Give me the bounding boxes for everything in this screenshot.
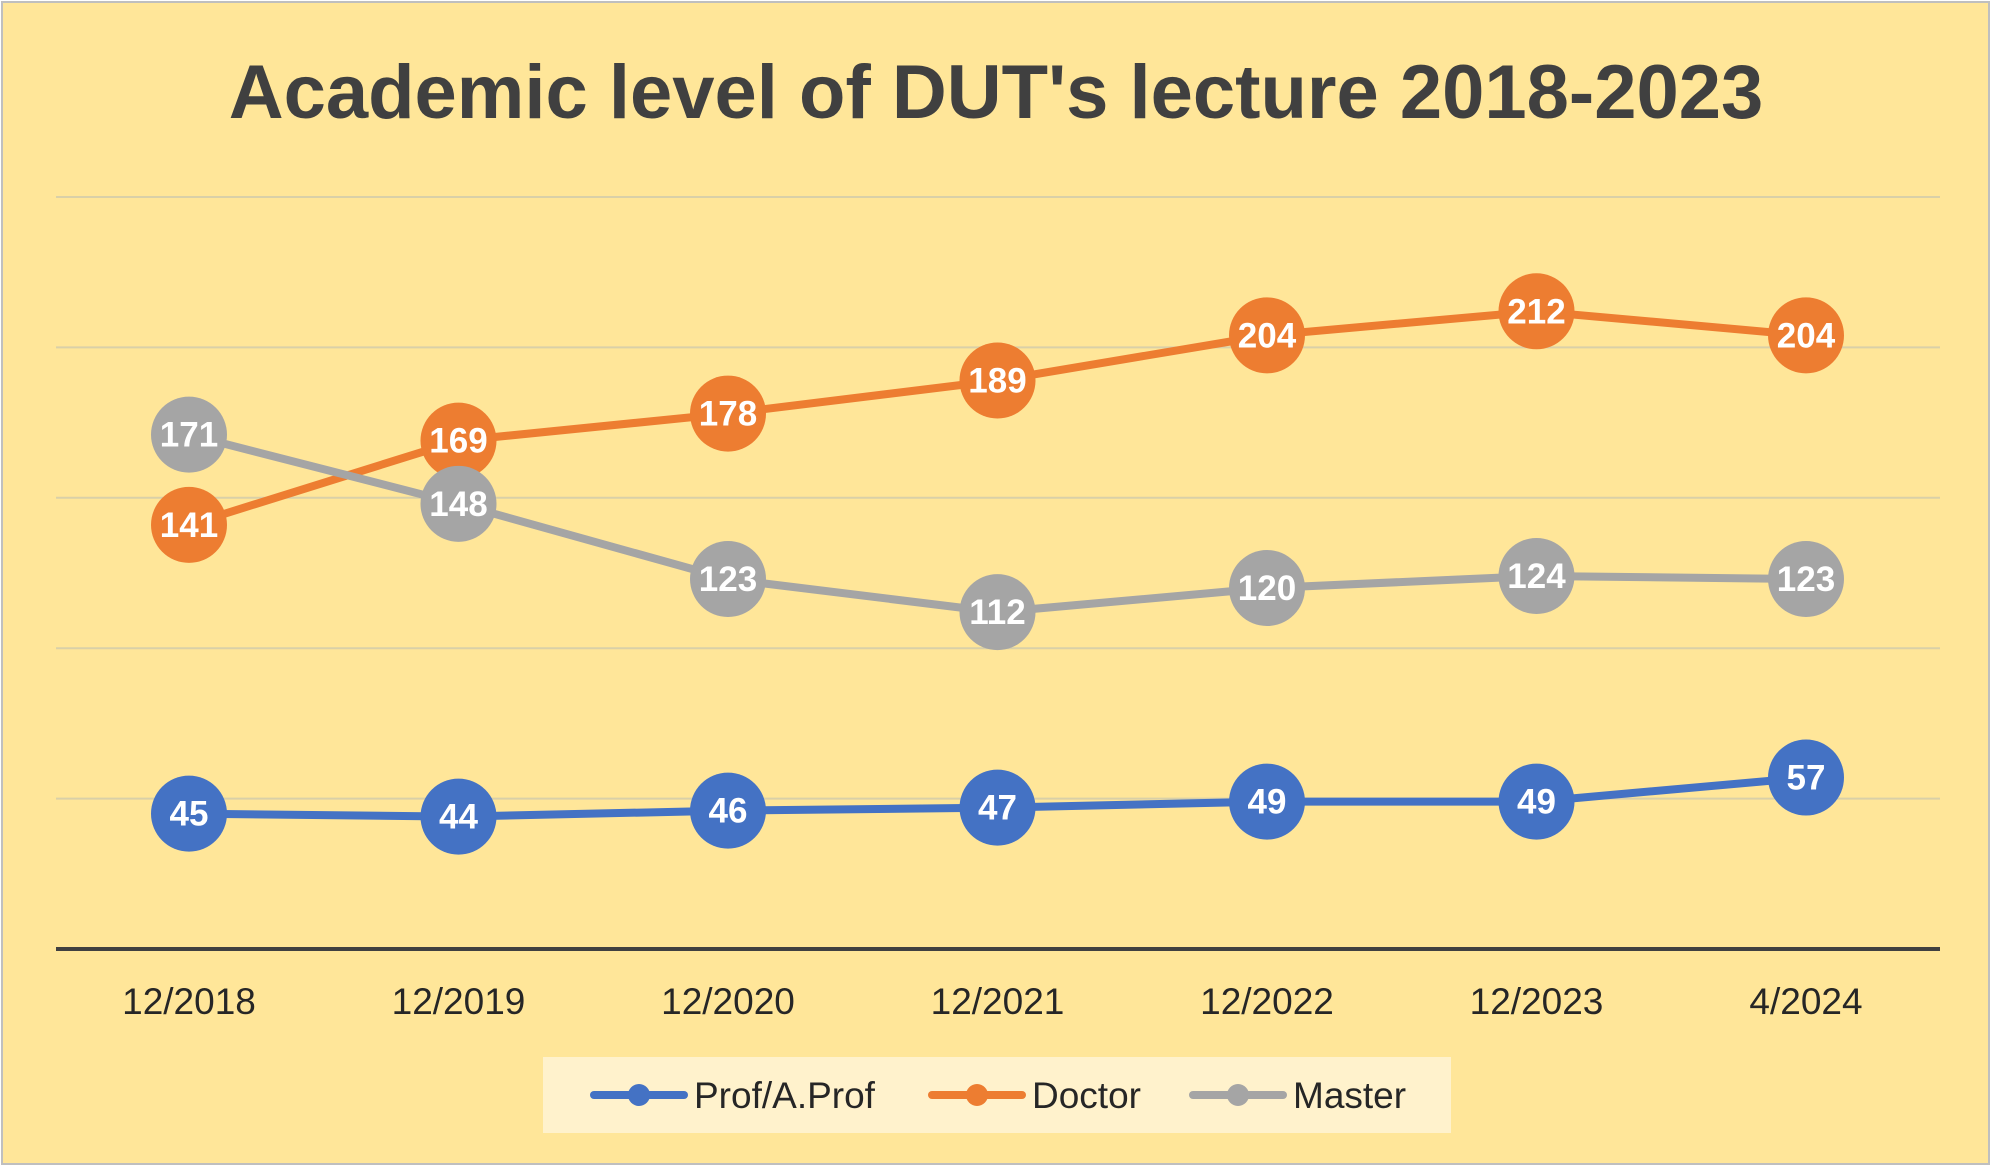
data-point — [959, 769, 1036, 846]
data-point — [420, 402, 497, 479]
data-label: 123 — [1777, 560, 1835, 599]
data-label: 204 — [1777, 316, 1836, 355]
data-point — [420, 778, 497, 855]
legend-label: Doctor — [1032, 1075, 1141, 1116]
data-label: 49 — [1248, 783, 1287, 822]
data-label: 178 — [699, 395, 757, 434]
data-label: 46 — [709, 792, 748, 831]
x-tick-label: 12/2020 — [661, 981, 795, 1022]
gridlines — [56, 196, 1940, 800]
data-point — [1498, 763, 1575, 840]
x-tick-label: 12/2022 — [1200, 981, 1334, 1022]
x-tick-label: 12/2018 — [122, 981, 256, 1022]
data-point — [420, 465, 497, 542]
data-point — [1498, 273, 1575, 350]
data-point — [959, 574, 1036, 651]
data-point — [151, 775, 227, 852]
x-tick-label: 12/2019 — [392, 981, 526, 1022]
data-label: 204 — [1238, 316, 1297, 355]
data-label: 57 — [1787, 759, 1826, 798]
legend-label: Prof/A.Prof — [694, 1075, 876, 1116]
data-point — [1768, 739, 1844, 816]
data-point — [151, 486, 227, 563]
data-label: 189 — [968, 361, 1026, 400]
data-label: 212 — [1507, 292, 1565, 331]
data-label: 141 — [160, 506, 218, 545]
data-label: 47 — [978, 789, 1017, 828]
data-label: 120 — [1238, 569, 1296, 608]
data-point — [1498, 538, 1575, 615]
data-point — [1768, 541, 1844, 618]
legend-marker — [1227, 1084, 1249, 1106]
data-label: 171 — [160, 416, 218, 455]
data-point — [690, 375, 766, 452]
data-point — [1229, 763, 1305, 840]
data-point — [1229, 550, 1305, 627]
data-label: 123 — [699, 560, 757, 599]
data-label: 112 — [969, 593, 1025, 632]
legend-marker — [628, 1084, 650, 1106]
data-label: 49 — [1517, 783, 1556, 822]
chart-title: Academic level of DUT's lecture 2018-202… — [229, 50, 1764, 135]
data-point — [1768, 297, 1844, 374]
data-label: 45 — [170, 795, 209, 834]
data-point — [690, 772, 766, 849]
x-tick-label: 12/2023 — [1470, 981, 1604, 1022]
legend-marker — [966, 1084, 988, 1106]
data-label: 148 — [429, 485, 487, 524]
legend-label: Master — [1293, 1075, 1406, 1116]
data-point — [959, 342, 1036, 419]
data-point — [690, 541, 766, 618]
x-tick-label: 12/2021 — [931, 981, 1065, 1022]
data-point — [1229, 297, 1305, 374]
x-axis: 12/2018 12/2019 12/2020 12/2021 12/2022 12/20… — [56, 947, 1940, 1022]
data-label: 124 — [1507, 557, 1566, 596]
x-tick-label: 4/2024 — [1749, 981, 1862, 1022]
data-label: 169 — [429, 422, 487, 461]
legend: Prof/A.Prof Doctor Master — [543, 1057, 1451, 1133]
series-layer: 45 44 46 47 49 49 57 141 169 178 189 204 212 204 171 14… — [151, 273, 1844, 855]
data-label: 44 — [439, 798, 478, 837]
data-point — [151, 396, 227, 473]
